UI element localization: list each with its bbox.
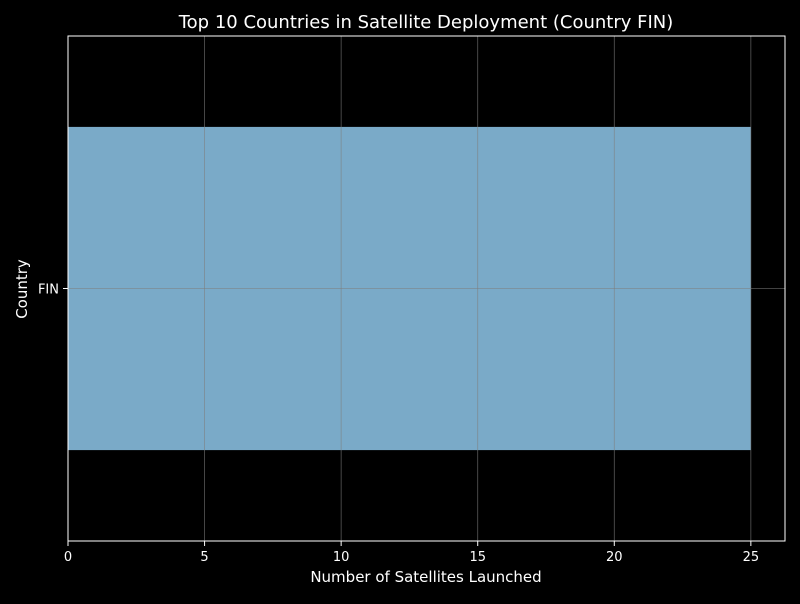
x-tick-label: 15 <box>469 550 486 565</box>
x-tick-label: 5 <box>200 550 208 565</box>
x-axis-ticks: 0 5 10 15 20 25 <box>64 541 759 565</box>
x-tick-label: 0 <box>64 550 72 565</box>
y-tick-label: FIN <box>38 283 59 298</box>
chart-title: Top 10 Countries in Satellite Deployment… <box>178 12 674 33</box>
x-tick-label: 10 <box>333 550 350 565</box>
x-axis-label: Number of Satellites Launched <box>310 568 541 586</box>
x-tick-label: 25 <box>743 550 760 565</box>
x-tick-label: 20 <box>606 550 623 565</box>
y-axis-label: Country <box>13 259 31 319</box>
y-axis-ticks: FIN <box>38 283 68 298</box>
